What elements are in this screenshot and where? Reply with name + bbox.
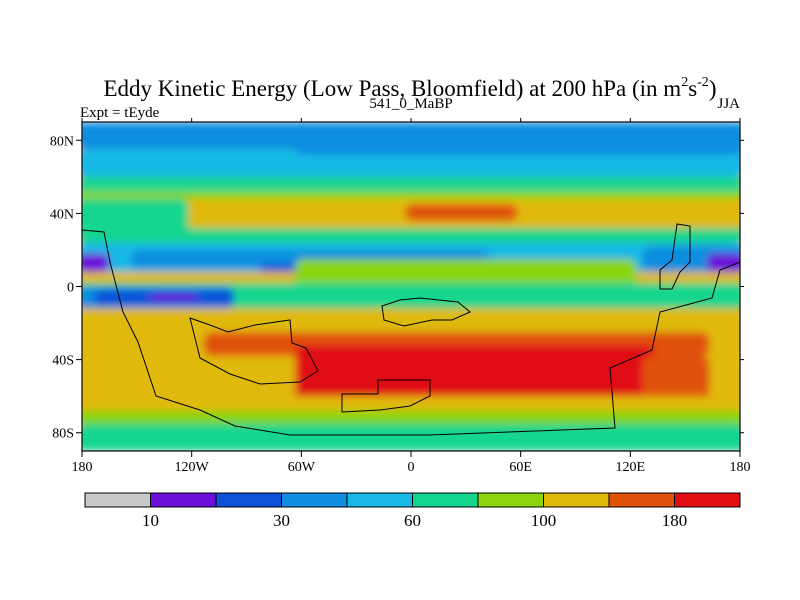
colorbar-box-8 (608, 492, 675, 508)
subtitle-right: JJA (717, 96, 740, 112)
eke-region-13 (82, 253, 110, 272)
eke-region-3 (82, 176, 740, 192)
colorbar-box-4 (346, 492, 413, 508)
eke-region-17 (82, 282, 740, 309)
eke-region-8 (405, 204, 518, 221)
y-tick-label-3: 40S (52, 354, 74, 369)
colorbar-box-1 (150, 492, 217, 508)
outline-southern-block (341, 379, 431, 413)
outline-island-group (381, 297, 471, 327)
eke-region-5 (295, 129, 740, 155)
continent-outlines (82, 223, 740, 450)
chart-title-text: Eddy Kinetic Energy (Low Pass, Bloomfiel… (104, 76, 682, 101)
eke-region-27 (82, 410, 740, 424)
y-tick-label-4: 80S (52, 427, 74, 442)
y-tick-label-0: 80N (50, 134, 74, 149)
x-axis: 180 120W 60W 0 60E 120E 180 (72, 118, 751, 475)
y-tick-label-2: 0 (67, 281, 74, 296)
colorbar-label-4: 180 (662, 511, 688, 530)
eke-region-24 (295, 344, 655, 400)
colorbar-label-2: 60 (404, 511, 421, 530)
outline-central-landmass (189, 317, 319, 385)
title-unit-sup1: 2 (681, 75, 688, 90)
colorbar-box-0 (84, 492, 151, 508)
x-tick-label-2: 60W (288, 460, 316, 475)
colorbar-label-1: 30 (273, 511, 290, 530)
eke-region-2 (82, 149, 740, 177)
colorbar-box-6 (477, 492, 544, 508)
eke-region-9 (82, 228, 740, 243)
title-unit-s: s (688, 76, 697, 101)
eke-region-14 (706, 253, 740, 272)
chart-title: Eddy Kinetic Energy (Low Pass, Bloomfiel… (104, 75, 717, 101)
outline-eastern-strip (659, 223, 691, 290)
colorbar-box-3 (281, 492, 348, 508)
eke-region-28 (82, 423, 740, 451)
x-tick-label-6: 180 (730, 460, 751, 475)
colorbar-box-2 (215, 492, 282, 508)
x-tick-label-0: 180 (72, 460, 93, 475)
title-unit-close: ) (709, 76, 717, 101)
title-unit-sup2: -2 (697, 75, 709, 90)
eke-region-25 (642, 355, 710, 400)
subtitle-left: Expt = tEyde (80, 105, 160, 121)
eke-region-6 (82, 198, 189, 229)
colorbar: 10 30 60 100 180 (84, 492, 741, 530)
colorbar-label-0: 10 (142, 511, 159, 530)
x-tick-label-3: 0 (408, 460, 415, 475)
eke-region-20 (149, 293, 198, 302)
x-tick-label-4: 60E (509, 460, 532, 475)
colorbar-box-5 (412, 492, 479, 508)
colorbar-label-3: 100 (531, 511, 557, 530)
colorbar-box-7 (543, 492, 610, 508)
eke-field (82, 122, 740, 451)
x-tick-label-1: 120W (175, 460, 210, 475)
colorbar-box-9 (674, 492, 741, 508)
eke-region-4 (82, 191, 740, 199)
y-axis: 80N 40N 0 40S 80S (50, 134, 744, 442)
subtitle-center: 541_0_MaBP (369, 96, 452, 112)
x-tick-label-5: 120E (616, 460, 646, 475)
y-tick-label-1: 40N (50, 207, 74, 222)
